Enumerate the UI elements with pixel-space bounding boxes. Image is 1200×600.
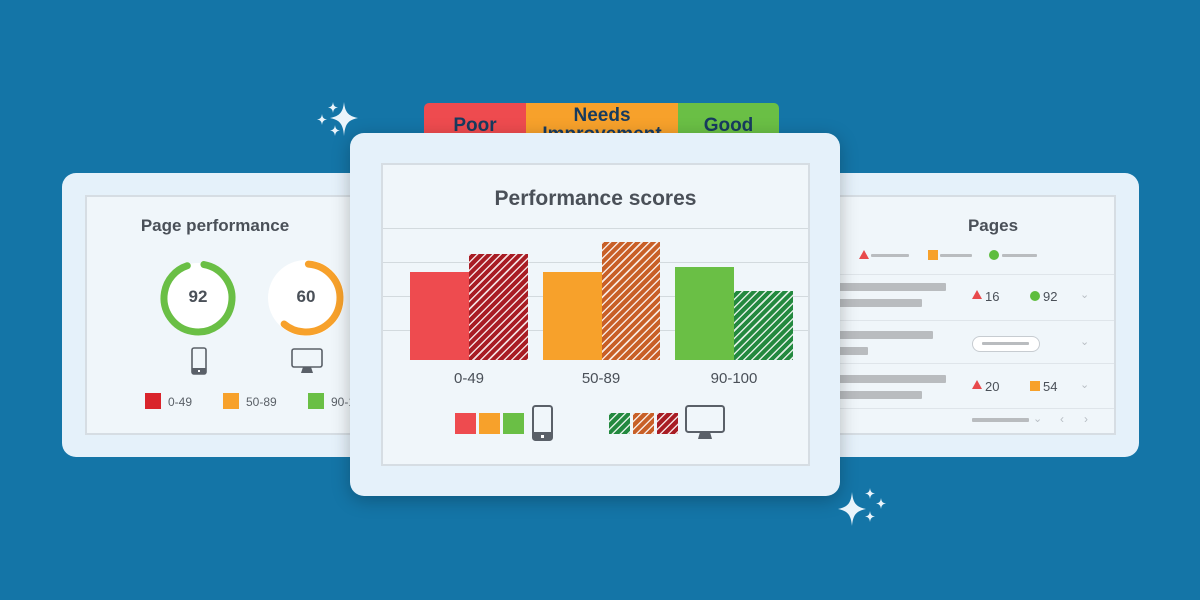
performance-scores-card: Performance scores 0-49 50-89 90-100 <box>350 133 840 496</box>
row-value: 16 <box>985 289 1000 304</box>
placeholder-bar <box>812 331 933 339</box>
prev-page-button[interactable]: ‹ <box>1060 412 1064 426</box>
x-label: 90-100 <box>710 370 758 387</box>
mobile-score-gauge: 92 <box>158 258 238 338</box>
placeholder-bar <box>940 254 972 257</box>
placeholder-bar <box>871 254 909 257</box>
mobile-icon <box>532 405 553 441</box>
page-performance-title: Page performance <box>140 216 290 235</box>
bar-mobile-50-89[interactable] <box>543 272 602 360</box>
legend-swatch-poor <box>145 393 161 409</box>
placeholder-bar <box>1002 254 1037 257</box>
placeholder-bar <box>812 283 946 291</box>
chevron-down-icon[interactable]: ⌄ <box>1080 289 1090 301</box>
chevron-down-icon[interactable]: ⌄ <box>1080 379 1090 391</box>
placeholder-bar <box>812 299 922 307</box>
row-value: 20 <box>985 379 1000 394</box>
row-value: 54 <box>1043 379 1058 394</box>
row-divider <box>812 363 1114 364</box>
row-divider <box>812 274 1114 275</box>
row-value: 92 <box>1043 289 1058 304</box>
mobile-score-value: 92 <box>188 287 208 306</box>
mobile-icon <box>191 347 207 375</box>
bar-desktop-50-89[interactable] <box>602 242 660 360</box>
pages-card: Pages 16 92 ⌄ ⌄ <box>810 173 1139 457</box>
legend-desktop-needs-improvement <box>633 413 654 434</box>
placeholder-bar <box>812 347 868 355</box>
legend-desktop-poor <box>657 413 678 434</box>
x-label: 50-89 <box>581 370 621 387</box>
chevron-down-icon[interactable]: ⌄ <box>1033 413 1043 425</box>
pages-title: Pages <box>967 216 1019 235</box>
legend-desktop-good <box>609 413 630 434</box>
chart-title: Performance scores <box>494 187 697 210</box>
legend-swatch-needs-improvement <box>223 393 239 409</box>
placeholder-bar <box>812 391 922 399</box>
page-performance-card: Page performance 92 60 <box>62 173 405 457</box>
bar-mobile-90-100[interactable] <box>675 267 734 360</box>
legend-mobile-needs-improvement <box>479 413 500 434</box>
sparkles-icon <box>838 488 886 526</box>
bar-mobile-0-49[interactable] <box>410 272 469 360</box>
page-size-select[interactable] <box>972 418 1029 422</box>
legend-mobile-poor <box>455 413 476 434</box>
legend-mobile-good <box>503 413 524 434</box>
poor-triangle-icon <box>972 380 982 389</box>
pages-panel: Pages 16 92 ⌄ ⌄ <box>810 195 1116 435</box>
performance-scores-panel: Performance scores 0-49 50-89 90-100 <box>381 163 810 466</box>
placeholder-bar <box>812 375 946 383</box>
next-page-button[interactable]: › <box>1084 412 1088 426</box>
legend-label-poor: 0-49 <box>168 395 193 409</box>
legend-swatch-good <box>308 393 324 409</box>
chevron-down-icon[interactable]: ⌄ <box>1080 336 1090 348</box>
status-pill <box>972 336 1040 352</box>
gridline <box>383 262 808 263</box>
x-label: 0-49 <box>453 370 485 387</box>
row-divider <box>812 408 1114 409</box>
needs-improvement-square-icon <box>1030 381 1040 391</box>
good-circle-icon <box>989 250 999 260</box>
legend-label-needs-improvement: 50-89 <box>246 395 277 409</box>
gridline <box>383 228 808 229</box>
desktop-icon <box>291 348 323 373</box>
sparkles-icon <box>317 102 358 136</box>
poor-triangle-icon <box>972 290 982 299</box>
good-circle-icon <box>1030 291 1040 301</box>
placeholder-bar <box>982 342 1029 345</box>
needs-improvement-square-icon <box>928 250 938 260</box>
row-divider <box>812 320 1114 321</box>
poor-triangle-icon <box>859 250 869 259</box>
desktop-score-value: 60 <box>296 287 316 306</box>
desktop-icon <box>685 405 725 439</box>
bar-desktop-90-100[interactable] <box>734 291 793 360</box>
bar-desktop-0-49[interactable] <box>469 254 528 360</box>
desktop-score-gauge: 60 <box>266 258 346 338</box>
